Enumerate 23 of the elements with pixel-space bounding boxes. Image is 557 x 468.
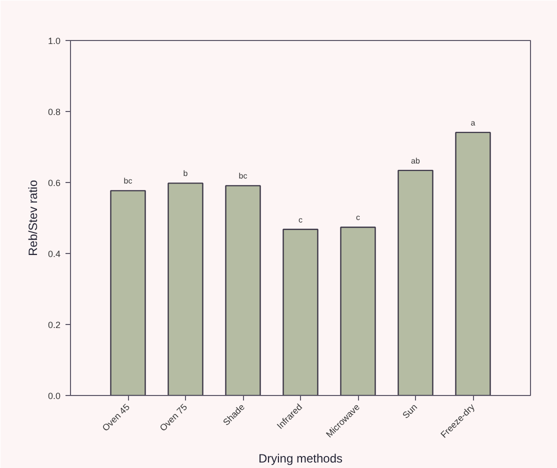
annotation: c — [298, 215, 302, 224]
annotation: bc — [238, 172, 248, 181]
x-axis-title: Drying methods — [258, 451, 343, 466]
annotation: ab — [411, 156, 420, 166]
bar — [110, 190, 146, 396]
y-axis-title: Reb/Stev ratio — [26, 180, 40, 256]
bar — [398, 170, 434, 396]
annotation: b — [183, 169, 188, 178]
bar — [282, 228, 318, 396]
annotation: bc — [124, 176, 132, 186]
bar — [168, 182, 204, 396]
y-tick-label: 1.0 — [48, 36, 61, 46]
y-tick-label: 0.8 — [48, 107, 61, 117]
bar — [225, 185, 261, 396]
bar — [340, 226, 376, 396]
y-tick-label: 0.4 — [48, 249, 61, 259]
y-tick-label: 0.0 — [48, 391, 61, 401]
annotation: a — [470, 118, 476, 128]
annotation: c — [356, 213, 360, 222]
bar — [455, 132, 491, 396]
x-tick-label: Sun — [400, 402, 420, 420]
y-tick-label: 0.6 — [48, 178, 61, 188]
y-tick-label: 0.2 — [48, 320, 61, 330]
